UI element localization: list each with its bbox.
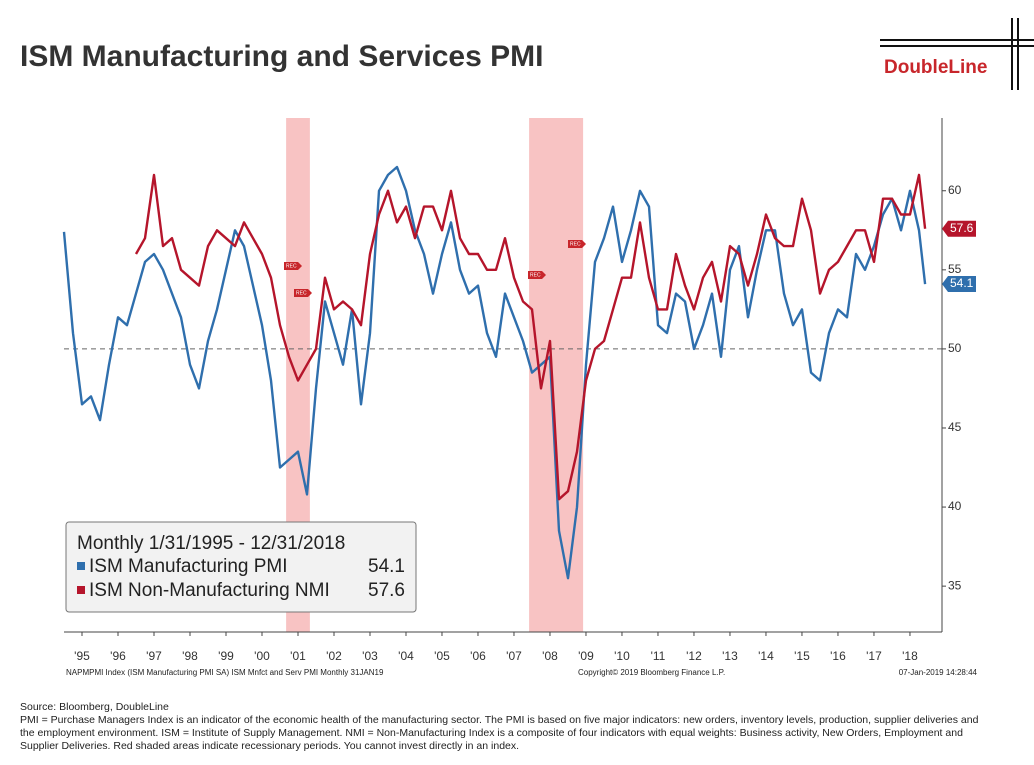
legend-title: Monthly 1/31/1995 - 12/31/2018 [77,533,345,554]
x-tick-label: '99 [218,649,234,663]
x-tick-label: '06 [470,649,486,663]
rec-label: REC [286,263,297,269]
footer-center: Copyright© 2019 Bloomberg Finance L.P. [578,668,725,677]
x-tick-label: '00 [254,649,270,663]
value-tag [942,276,976,293]
x-tick-label: '02 [326,649,342,663]
x-tick-label: '16 [830,649,846,663]
x-tick-label: '14 [758,649,774,663]
plot: 35 40 45 50 55 60 '95 '96 '97 '98 '99 '00 '01 '02 '03 '… [62,118,976,663]
x-tick-label: '95 [74,649,90,663]
legend: Monthly 1/31/1995 - 12/31/2018 ISM Manuf… [65,521,417,613]
rec-label: REC [530,272,541,278]
logo: DoubleLine [880,18,1034,90]
legend-value: 54.1 [368,556,405,577]
x-tick-label: '17 [866,649,882,663]
chart-title: ISM Manufacturing and Services PMI [20,40,543,73]
y-tick-label: 35 [948,578,962,592]
rec-marker: REC [294,289,312,297]
y-tick-label: 40 [948,499,962,513]
y-tick-label: 50 [948,341,962,355]
notes: Source: Bloomberg, DoubleLine PMI = Purc… [20,701,980,753]
logo-text: DoubleLine [884,57,987,78]
value-tag [942,220,976,237]
recession-band [286,118,310,632]
value-tag-label: 54.1 [950,276,974,290]
rec-label: REC [296,290,307,296]
y-tick-label: 60 [948,183,962,197]
x-tick-label: '97 [146,649,162,663]
x-tick-label: '13 [722,649,738,663]
rec-marker: REC [568,240,586,248]
x-tick-label: '98 [182,649,198,663]
x-tick-label: '09 [578,649,594,663]
recession-band [529,118,584,632]
note: PMI = Purchase Managers Index is an indi… [20,714,979,752]
value-tag-label: 57.6 [950,221,974,235]
x-tick-label: '15 [794,649,810,663]
footer-right: 07-Jan-2019 14:28:44 [899,668,978,677]
x-tick-label: '12 [686,649,702,663]
legend-box [65,521,417,613]
legend-label: ISM Non-Manufacturing NMI [89,580,330,601]
rec-markers: REC REC REC REC [284,240,586,297]
x-tick-label: '07 [506,649,522,663]
series-line [62,165,927,580]
x-tick-label: '18 [902,649,918,663]
source: Source: Bloomberg, DoubleLine [20,701,169,713]
y-tick-label: 45 [948,420,962,434]
y-tick-label: 55 [948,262,962,276]
rec-label: REC [570,241,581,247]
chart: ISM Manufacturing and Services PMI Doubl… [20,18,1034,677]
x-tick-label: '03 [362,649,378,663]
legend-label: ISM Manufacturing PMI [89,556,288,577]
rec-marker: REC [528,271,546,279]
legend-swatch [77,562,85,570]
rec-marker: REC [284,262,302,270]
legend-value: 57.6 [368,580,405,601]
x-tick-label: '01 [290,649,306,663]
footer-left: NAPMPMI Index (ISM Manufacturing PMI SA)… [66,668,384,677]
series-line [134,173,927,501]
x-tick-label: '96 [110,649,126,663]
legend-swatch [77,586,85,594]
x-tick-label: '10 [614,649,630,663]
x-tick-label: '04 [398,649,414,663]
x-tick-label: '08 [542,649,558,663]
x-tick-label: '05 [434,649,450,663]
x-tick-label: '11 [651,649,666,663]
